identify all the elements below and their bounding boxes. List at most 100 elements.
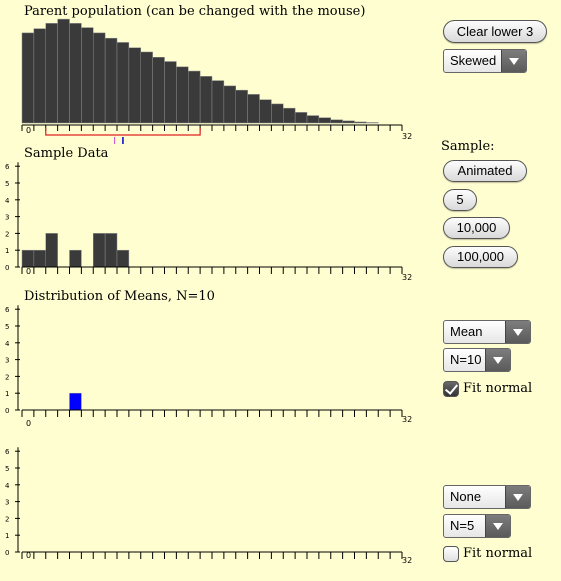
population-bar[interactable] <box>140 51 153 124</box>
population-bar[interactable] <box>104 37 118 124</box>
y-tick-label: 5 <box>5 180 9 188</box>
y-tick-label: 2 <box>5 515 9 523</box>
population-bar[interactable] <box>69 23 82 124</box>
sd-range-bracket <box>45 128 201 136</box>
histogram-bar <box>93 233 106 268</box>
y-tick-label: 2 <box>5 373 9 381</box>
sample-axis-min-label: 0 <box>26 267 31 276</box>
sample-bars <box>21 233 130 268</box>
population-bar[interactable] <box>128 47 141 124</box>
population-bar[interactable] <box>188 70 201 124</box>
histogram-bar <box>45 233 58 268</box>
fourth-x-axis <box>21 551 403 559</box>
panel4-fit-normal-checkbox[interactable] <box>443 546 459 562</box>
population-bar[interactable] <box>21 32 35 124</box>
histogram-bar <box>116 249 130 268</box>
chevron-down-icon <box>501 50 526 72</box>
panel4-n-select[interactable]: N=5 <box>443 514 511 538</box>
panel4-statistic-select[interactable]: None <box>443 485 531 509</box>
fourth-axis-min-label: 0 <box>26 551 31 560</box>
sample-data-title: Sample Data <box>24 146 109 161</box>
sample-x-axis <box>21 266 403 274</box>
means-axis-max-label: 32 <box>402 415 412 424</box>
population-bar[interactable] <box>45 23 58 124</box>
parent-bars <box>21 18 379 124</box>
histogram-bar <box>104 233 118 268</box>
population-bar[interactable] <box>271 103 284 124</box>
sample-axis-max-label: 32 <box>402 273 412 282</box>
population-bar[interactable] <box>283 107 296 124</box>
means-y-axis: 0 1 2 3 4 5 6 <box>5 305 20 415</box>
panel3-statistic-select[interactable]: Mean <box>443 320 531 344</box>
population-bar[interactable] <box>247 94 260 124</box>
population-bar[interactable] <box>93 32 106 124</box>
population-bar[interactable] <box>342 120 355 124</box>
y-tick-label: 1 <box>5 247 9 255</box>
population-bar[interactable] <box>176 66 189 124</box>
y-tick-label: 0 <box>5 264 9 272</box>
y-tick-label: 6 <box>5 306 10 314</box>
population-bar[interactable] <box>81 27 94 124</box>
y-tick-label: 6 <box>5 163 10 171</box>
y-tick-label: 0 <box>5 549 9 557</box>
population-bar[interactable] <box>116 42 130 124</box>
panel3-n-value: N=10 <box>450 352 482 367</box>
population-bar[interactable] <box>306 115 320 124</box>
y-tick-label: 4 <box>5 482 10 490</box>
histogram-bar <box>69 392 82 411</box>
population-bar[interactable] <box>223 85 236 124</box>
sample-5-button[interactable]: 5 <box>443 189 477 211</box>
panel3-n-select[interactable]: N=10 <box>443 348 511 372</box>
y-tick-label: 5 <box>5 465 9 473</box>
population-bar[interactable] <box>57 18 70 124</box>
y-tick-label: 6 <box>5 448 10 456</box>
y-tick-label: 5 <box>5 323 9 331</box>
y-tick-label: 3 <box>5 214 9 222</box>
chevron-down-icon <box>505 321 530 343</box>
chevron-down-icon <box>485 515 510 537</box>
panel3-fit-normal-checkbox[interactable] <box>443 381 459 397</box>
y-tick-label: 4 <box>5 340 10 348</box>
population-bar[interactable] <box>318 117 331 124</box>
y-tick-label: 0 <box>5 407 9 415</box>
sample-10000-button[interactable]: 10,000 <box>443 217 510 239</box>
means-axis-min-label: 0 <box>26 419 31 428</box>
population-bar[interactable] <box>164 61 177 124</box>
y-tick-label: 1 <box>5 532 9 540</box>
sample-100000-button[interactable]: 100,000 <box>443 246 518 268</box>
means-distribution-title: Distribution of Means, N=10 <box>24 289 215 304</box>
population-bar[interactable] <box>211 80 225 124</box>
population-bar[interactable] <box>294 112 308 124</box>
panel4-n-value: N=5 <box>450 518 475 533</box>
sample-animated-button[interactable]: Animated <box>443 160 527 182</box>
chevron-down-icon <box>505 486 530 508</box>
population-bar[interactable] <box>330 119 343 124</box>
parent-axis-min-label: 0 <box>26 126 31 135</box>
panel3-statistic-value: Mean <box>450 324 483 339</box>
clear-lower-3-button[interactable]: Clear lower 3 <box>443 20 547 43</box>
population-bar[interactable] <box>235 89 248 124</box>
means-bars <box>69 392 82 411</box>
sample-data-chart: 0 1 2 3 4 5 6 0 32 <box>5 162 412 282</box>
population-bar[interactable] <box>366 122 379 124</box>
parent-axis <box>21 124 403 131</box>
fourth-axis-max-label: 32 <box>402 556 412 565</box>
population-bar[interactable] <box>33 28 46 124</box>
parent-population-title: Parent population (can be changed with t… <box>24 4 366 19</box>
panel3-fit-normal-label: Fit normal <box>463 381 533 396</box>
histogram-bar <box>33 249 46 268</box>
population-bar[interactable] <box>152 57 165 124</box>
parent-population-chart[interactable]: 0 32 <box>0 0 430 145</box>
parent-axis-max-label: 32 <box>402 132 412 141</box>
y-tick-label: 3 <box>5 357 9 365</box>
y-tick-label: 1 <box>5 390 9 398</box>
y-tick-label: 4 <box>5 197 10 205</box>
y-tick-label: 3 <box>5 499 9 507</box>
population-bar[interactable] <box>259 99 272 124</box>
fourth-distribution-chart: 0 1 2 3 4 5 6 0 32 <box>5 447 412 565</box>
histogram-bar <box>21 249 35 268</box>
population-bar[interactable] <box>354 121 367 124</box>
distribution-select[interactable]: Skewed <box>443 49 527 73</box>
population-bar[interactable] <box>199 76 213 124</box>
means-x-axis <box>21 409 403 417</box>
